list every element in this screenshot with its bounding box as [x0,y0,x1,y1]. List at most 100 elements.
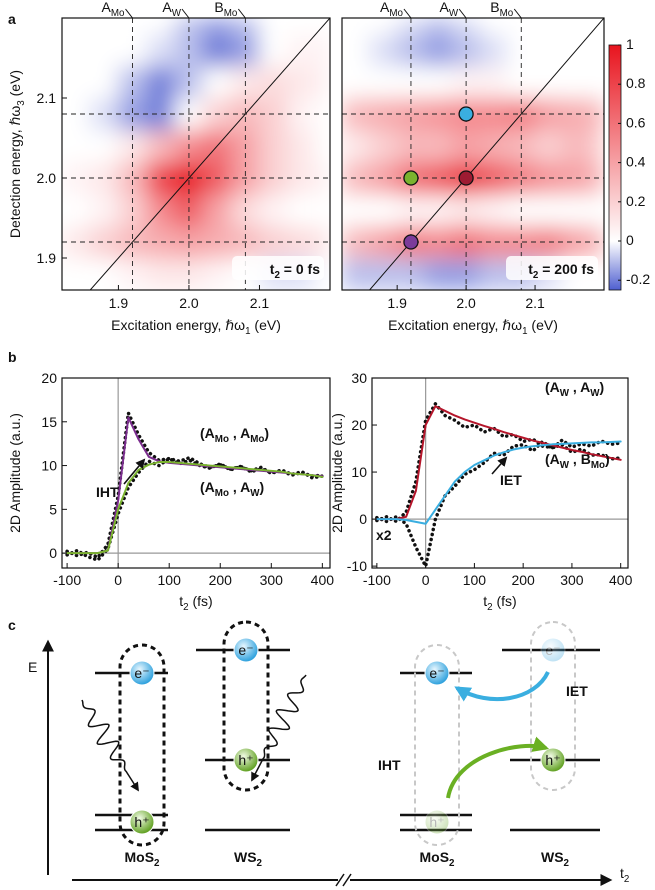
carrier-label: e⁻ [134,665,149,681]
x-axis-label-part: t [179,593,183,609]
x-axis-label-part: t [483,593,487,609]
exciton-outline [414,644,460,846]
carrier-circle [233,637,259,663]
transfer-arrow [446,736,550,799]
heatmap-cell [369,129,398,163]
heatmap-cell [202,257,232,290]
y-tick-label: 30 [351,370,367,386]
ref-label-part: A [162,0,172,15]
heatmap-cell [479,225,508,259]
material-label: WS2 [541,849,570,869]
panel-label: b [8,349,17,365]
heatmap-cell [287,225,317,259]
annotation-part: t [270,261,275,277]
carrier-circle [540,747,566,773]
heatmap-cell [315,129,330,163]
heatmap-cell [451,18,481,35]
ref-label-part: B [490,0,499,15]
series-label-part: , B [569,451,591,467]
x-axis-label-part: (fs) [493,593,517,609]
heatmap-cell [589,33,604,67]
ref-label-part: A [102,0,112,15]
exciton-outline [530,621,576,791]
annotation-arrow [491,456,508,475]
heatmap-cell [258,33,289,67]
y-axis-label-part: (eV) [7,70,23,100]
series-label-part: , A [229,425,250,441]
exciton-outline [222,620,270,792]
y-tick-label: 0 [49,545,57,561]
x-tick-label: 2.0 [456,295,476,311]
series-label-part: W [250,488,260,499]
x-tick-label: 1.9 [109,295,129,311]
process-label: IHT [378,757,401,773]
heatmap-cell [287,18,317,35]
annotation: IHT [96,484,119,500]
heatmap [62,18,330,290]
x-axis-label-part: 2 [183,602,188,613]
plot-frame [371,377,629,569]
series-label-part: W [590,388,600,399]
heatmap-cell [369,18,398,35]
fit-line [66,461,324,555]
heatmap-cell [315,225,330,259]
heatmap-cell [258,129,289,163]
heatmap-cell [424,161,453,195]
x-axis-label: Excitation energy, ℏω1 (eV) [111,317,281,337]
ref-label-tick [125,8,133,19]
heatmap-cell [146,33,176,67]
series-label-part: Mo [215,488,229,499]
heatmap-cell [174,18,204,35]
heatmap [342,18,604,290]
heatmap-cell [589,129,604,163]
x-axis-label-part: 2 [487,602,492,613]
series-label-part: ) [259,479,264,495]
heatmap-cell [562,65,591,99]
annotation-part: 2 [533,270,539,281]
heatmap-cell [534,18,564,35]
fit-line [375,405,622,521]
series-label-part: Mo [591,460,605,471]
y-axis-label-part: Detection energy, ℏω [7,106,23,238]
colorbar [608,44,622,291]
x-axis-label-part: 1 [245,326,250,337]
material-label-part: 2 [564,858,570,869]
x-tick-label: 100 [158,572,182,588]
heatmap-cell [287,161,317,195]
x-axis-label: t2 (fs) [483,593,516,613]
carrier-circle [540,637,566,663]
series-label: (AMo , AMo) [200,425,269,445]
series-label-part: ) [264,425,269,441]
heatmap-cell [342,129,371,163]
heatmap-cell [424,18,453,35]
heatmap-cell [89,129,119,163]
colorbar-tick-label: -0.2 [626,271,650,287]
material-label-part: MoS [124,849,154,865]
x-tick-label: 0 [422,572,430,588]
heatmap-cell [287,97,317,131]
heatmap-cell [89,18,119,35]
carrier-circle [233,747,259,773]
heatmap-cell [342,257,371,290]
annotation: t2 = 200 fs [528,261,594,281]
series-label-part: (A [200,425,215,441]
heatmap-cell [369,193,398,227]
point [458,170,474,186]
ref-label-part: A [380,0,390,15]
x-axis-label-part: Excitation energy, ℏω [111,317,245,333]
ref-label-tick [458,8,467,19]
x-axis-label-part: (eV) [251,317,281,333]
y-tick-label: 20 [41,370,57,386]
heatmap-cell [562,193,591,227]
heatmap-cell [62,18,91,35]
heatmap-cell [202,65,232,99]
carrier-circle [424,809,450,835]
heatmap-cell [62,65,91,99]
carrier-label: h⁺ [545,752,560,768]
heatmap-cell [62,193,91,227]
x-tick-label: -100 [363,572,391,588]
heatmap-cell [89,97,119,131]
heatmap-cell [479,18,508,35]
heatmap-cell [506,18,536,35]
carrier: h⁺ [540,747,566,773]
